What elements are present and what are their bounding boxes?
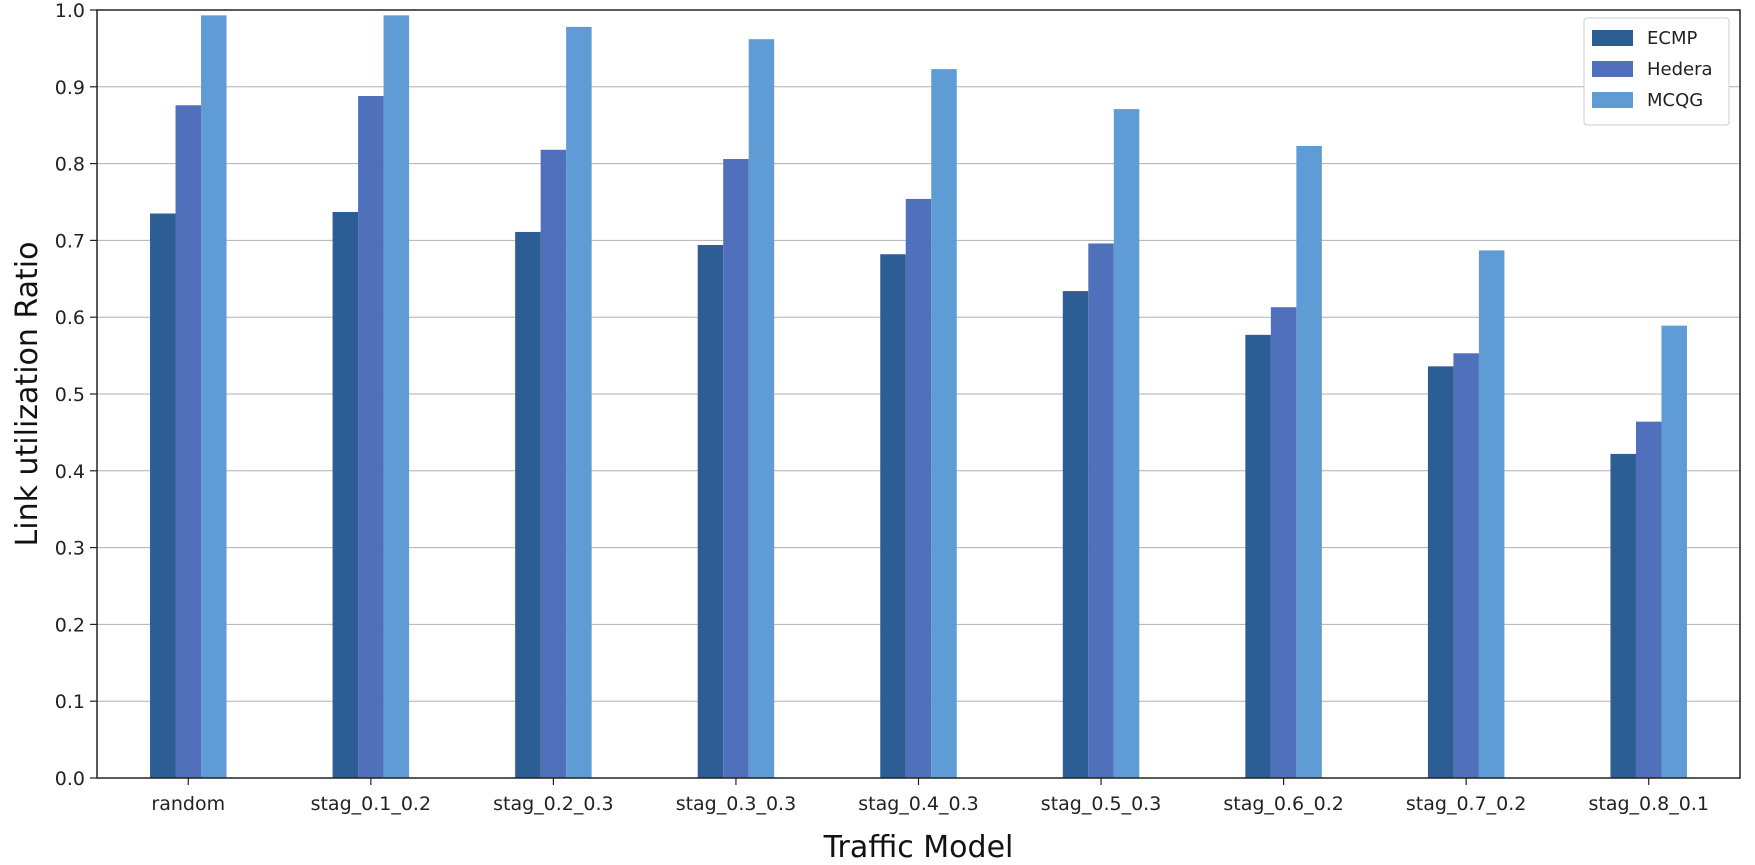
x-tick-label: stag_0.7_0.2	[1406, 793, 1527, 815]
bar-mcqg-stag_0.7_0.2	[1478, 250, 1505, 778]
bar-hedera-stag_0.5_0.3	[1088, 243, 1114, 779]
bar-ecmp-stag_0.5_0.3	[1062, 291, 1089, 778]
bar-mcqg-stag_0.3_0.3	[748, 39, 775, 778]
y-tick-label: 0.4	[55, 461, 85, 483]
legend-swatch-hedera	[1592, 61, 1633, 77]
bar-hedera-stag_0.7_0.2	[1453, 353, 1479, 778]
bar-mcqg-stag_0.8_0.1	[1661, 325, 1687, 778]
bar-mcqg-random	[201, 15, 227, 779]
x-tick-label: stag_0.2_0.3	[493, 793, 614, 815]
bar-ecmp-stag_0.4_0.3	[880, 254, 906, 778]
bar-ecmp-stag_0.3_0.3	[697, 245, 724, 778]
bar-ecmp-stag_0.2_0.3	[515, 231, 541, 778]
y-tick-label: 0.5	[55, 384, 85, 406]
bar-mcqg-stag_0.1_0.2	[383, 15, 410, 779]
legend-swatch-mcqg	[1592, 92, 1633, 108]
y-tick-label: 0.2	[55, 614, 85, 636]
legend-label-mcqg: MCQG	[1647, 90, 1703, 111]
y-tick-label: 0.3	[55, 538, 85, 560]
bars	[150, 15, 1687, 779]
y-tick-label: 1.0	[55, 0, 85, 22]
bar-ecmp-stag_0.7_0.2	[1427, 366, 1454, 778]
bar-mcqg-stag_0.5_0.3	[1113, 109, 1140, 778]
y-tick-label: 0.6	[55, 307, 85, 329]
bar-hedera-stag_0.4_0.3	[905, 198, 932, 779]
x-tick-label: random	[151, 793, 225, 815]
x-tick-label: stag_0.1_0.2	[311, 793, 432, 815]
bar-ecmp-random	[150, 213, 176, 778]
bar-ecmp-stag_0.1_0.2	[332, 211, 359, 778]
y-axis-ticks: 0.0 0.1 0.2 0.3 0.4 0.5 0.6 0.7 0.8 0.9 1.0	[55, 0, 97, 790]
bar-hedera-stag_0.6_0.2	[1270, 307, 1297, 778]
legend: ECMP Hedera MCQG	[1583, 17, 1730, 126]
y-tick-label: 0.8	[55, 154, 85, 176]
x-tick-label: stag_0.8_0.1	[1588, 793, 1709, 815]
y-tick-label: 0.0	[55, 768, 85, 790]
y-tick-label: 0.7	[55, 230, 85, 252]
x-tick-label: stag_0.4_0.3	[858, 793, 979, 815]
x-tick-label: stag_0.6_0.2	[1223, 793, 1344, 815]
y-tick-label: 0.9	[55, 77, 85, 99]
y-axis-title: Link utilization Ratio	[10, 242, 45, 547]
x-axis-ticks: random stag_0.1_0.2 stag_0.2_0.3 stag_0.3_0…	[151, 778, 1709, 815]
x-axis-title: Traffic Model	[823, 830, 1014, 865]
bar-hedera-random	[175, 105, 202, 779]
x-tick-label: stag_0.5_0.3	[1041, 793, 1162, 815]
bar-mcqg-stag_0.4_0.3	[931, 69, 957, 779]
y-tick-label: 0.1	[55, 691, 85, 713]
bar-hedera-stag_0.3_0.3	[723, 158, 749, 778]
bar-ecmp-stag_0.8_0.1	[1610, 453, 1636, 778]
legend-label-hedera: Hedera	[1647, 59, 1713, 80]
legend-swatch-ecmp	[1592, 30, 1633, 46]
bar-ecmp-stag_0.6_0.2	[1245, 334, 1271, 778]
bar-mcqg-stag_0.6_0.2	[1296, 145, 1322, 778]
bar-hedera-stag_0.1_0.2	[358, 96, 384, 779]
bar-hedera-stag_0.2_0.3	[540, 149, 567, 778]
bar-hedera-stag_0.8_0.1	[1635, 421, 1662, 778]
bar-mcqg-stag_0.2_0.3	[566, 26, 592, 779]
x-tick-label: stag_0.3_0.3	[676, 793, 797, 815]
legend-label-ecmp: ECMP	[1647, 28, 1697, 49]
